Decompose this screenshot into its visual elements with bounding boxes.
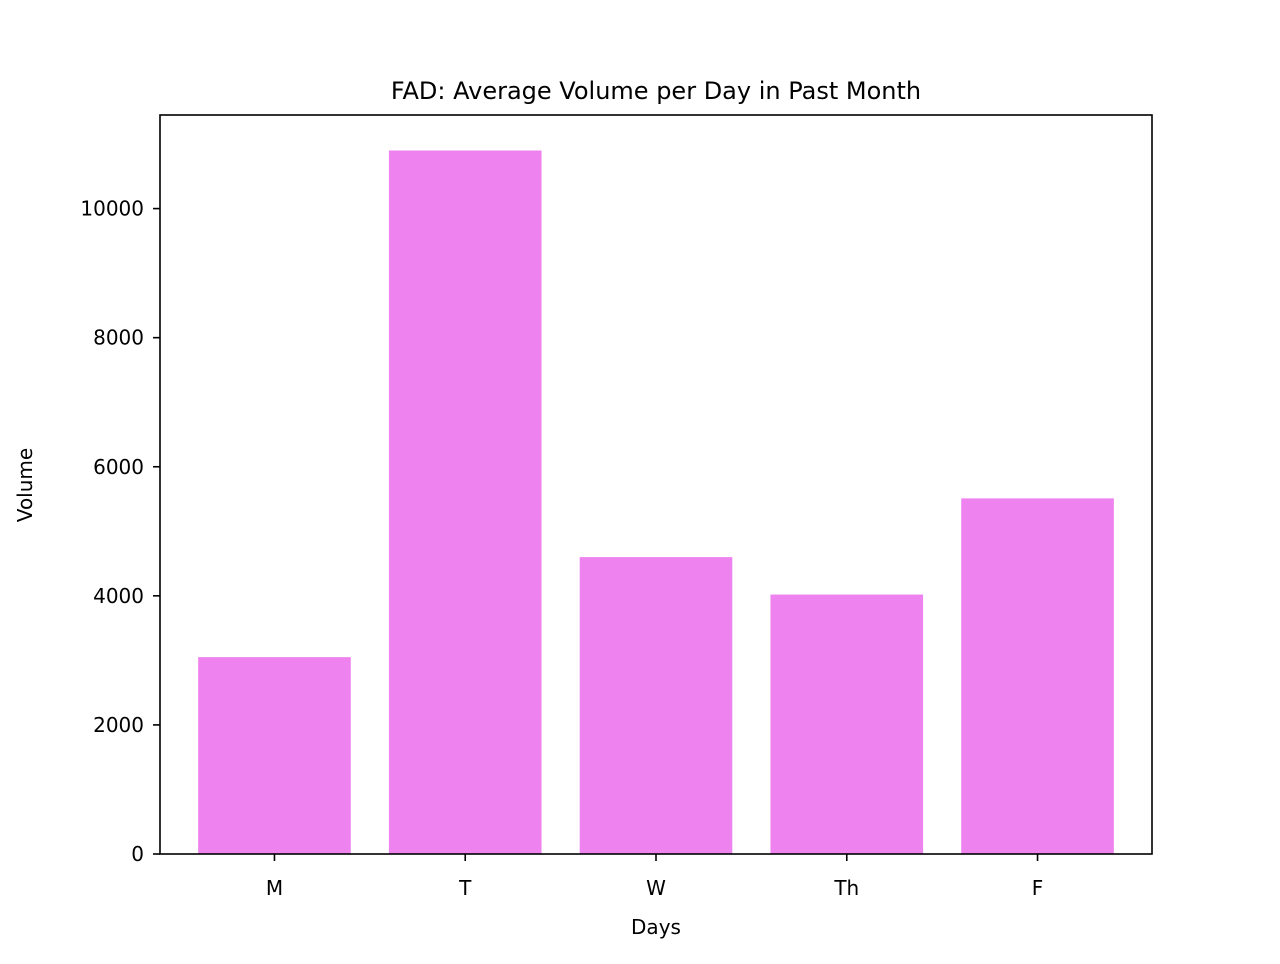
y-axis-label: Volume <box>13 448 37 522</box>
chart-title: FAD: Average Volume per Day in Past Mont… <box>391 77 921 105</box>
bar-m <box>198 657 351 854</box>
x-axis-label: Days <box>631 915 681 939</box>
bar-w <box>579 557 733 854</box>
y-tick-label: 8000 <box>93 326 144 350</box>
plot-area-frame <box>159 114 1153 855</box>
y-tick-label: 4000 <box>93 584 144 608</box>
x-axis-ticks: M T W Th F <box>266 854 1043 900</box>
x-tick-label: T <box>458 876 472 900</box>
x-tick-label: W <box>646 876 666 900</box>
bar-f <box>961 498 1114 854</box>
bar-t <box>388 150 542 855</box>
y-tick-label: 6000 <box>93 455 144 479</box>
x-tick-label: F <box>1032 876 1044 900</box>
bar-th <box>770 594 924 854</box>
y-tick-label: 10000 <box>80 197 144 221</box>
y-tick-label: 2000 <box>93 713 144 737</box>
y-tick-label: 0 <box>131 842 144 866</box>
x-tick-label: M <box>266 876 283 900</box>
x-tick-label: Th <box>833 876 859 900</box>
bars-layer <box>198 150 1114 855</box>
y-axis-ticks: 0 2000 4000 6000 8000 10000 <box>80 197 160 866</box>
